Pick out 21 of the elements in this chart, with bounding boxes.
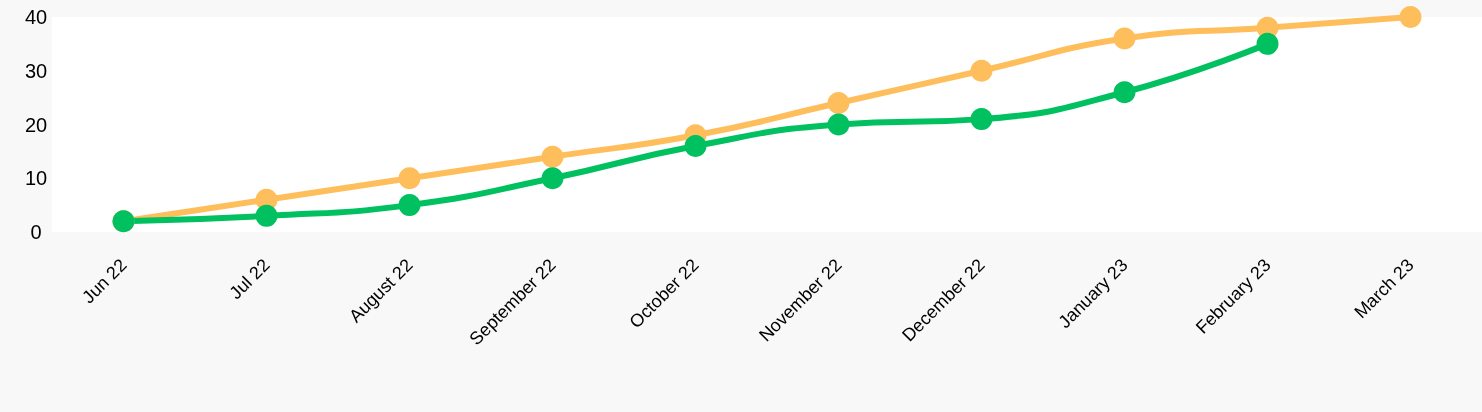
- y-tick-label: 40: [24, 6, 48, 28]
- y-tick-label: 10: [24, 167, 48, 190]
- point: [684, 135, 707, 157]
- y-tick-label: 30: [24, 59, 48, 82]
- point: [541, 145, 564, 168]
- y-tick-label: 20: [24, 113, 48, 136]
- point: [255, 204, 278, 227]
- point: [827, 113, 850, 136]
- point: [827, 92, 850, 114]
- x-tick-label: Jul 22: [225, 254, 274, 304]
- point: [1256, 32, 1279, 55]
- point: [1113, 27, 1136, 50]
- point: [541, 167, 564, 190]
- point: [398, 194, 421, 217]
- point: [970, 108, 993, 131]
- x-tick-label: Jun 22: [78, 254, 131, 308]
- y-tick-label: 0: [30, 221, 42, 243]
- point: [1113, 81, 1136, 104]
- point: [970, 59, 993, 82]
- point: [1399, 6, 1422, 28]
- point: [398, 167, 421, 190]
